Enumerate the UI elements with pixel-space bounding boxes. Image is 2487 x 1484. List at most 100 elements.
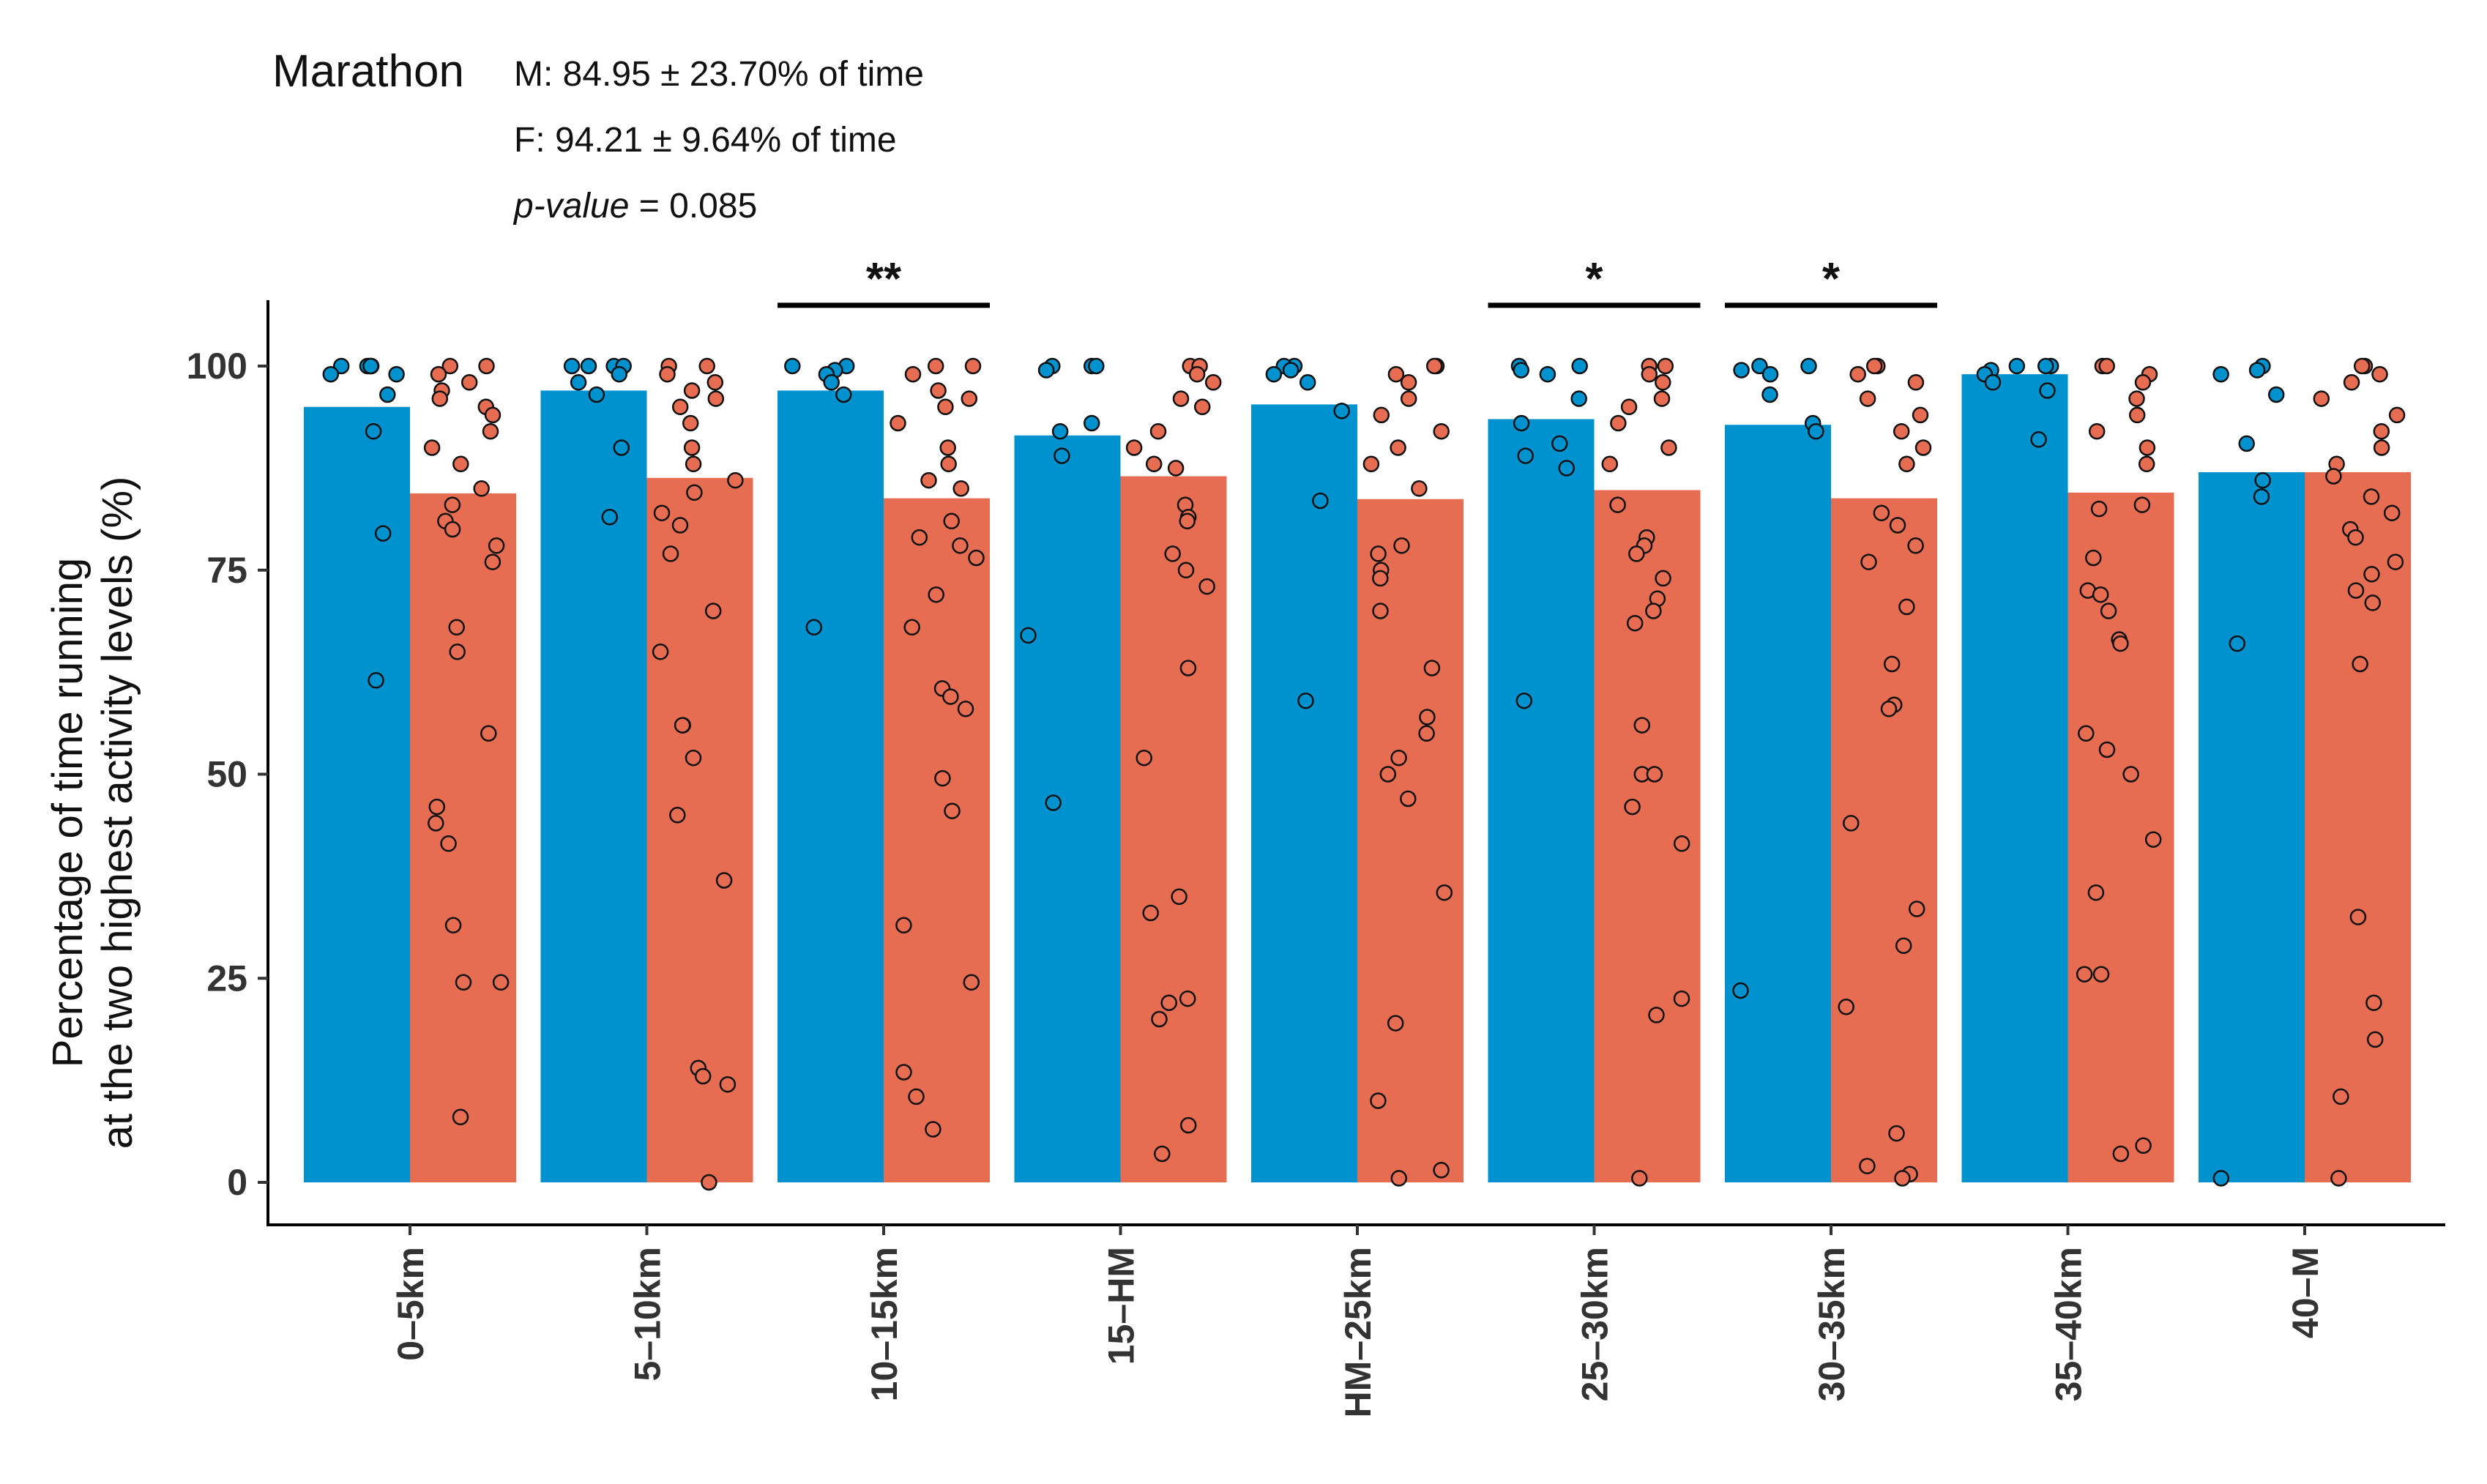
bar-m-5: [1488, 419, 1595, 1182]
point-f-0-0: [441, 357, 459, 375]
point-f-6-21: [1888, 1125, 1905, 1142]
point-f-1-3: [706, 374, 724, 391]
point-m-4-4: [1299, 374, 1316, 391]
point-f-2-18: [942, 688, 959, 705]
point-m-7-5: [1984, 374, 2002, 391]
point-m-0-3: [388, 365, 405, 383]
point-f-0-24: [455, 974, 472, 991]
point-f-7-23: [2092, 966, 2110, 983]
point-f-8-23: [2330, 1170, 2347, 1187]
point-f-1-5: [707, 390, 725, 407]
point-f-4-5: [1373, 406, 1390, 424]
point-f-8-17: [2364, 594, 2382, 611]
point-f-1-8: [683, 439, 701, 456]
x-tick-label-6: 30–35km: [1811, 1247, 1852, 1401]
point-f-1-25: [701, 1174, 717, 1191]
point-m-5-3: [1539, 365, 1556, 383]
point-f-8-9: [2325, 468, 2342, 485]
bar-m-1: [540, 390, 647, 1183]
point-f-7-4: [2128, 390, 2145, 407]
point-m-3-5: [1051, 422, 1069, 440]
point-m-3-7: [1020, 627, 1037, 644]
point-f-4-18: [1390, 749, 1407, 767]
point-f-5-9: [1609, 496, 1626, 513]
y-tick-label-25: 25: [206, 958, 247, 999]
point-m-5-9: [1515, 692, 1533, 709]
point-f-6-14: [1883, 655, 1901, 673]
point-f-4-21: [1436, 884, 1453, 901]
point-f-8-22: [2333, 1088, 2349, 1105]
point-f-0-2: [430, 365, 447, 383]
point-f-3-20: [1179, 990, 1196, 1007]
point-f-8-13: [2347, 529, 2364, 546]
significance-label-1: *: [1585, 254, 1603, 305]
bar-m-4: [1251, 404, 1357, 1182]
point-m-5-4: [1570, 390, 1587, 407]
point-f-3-12: [1179, 512, 1196, 530]
point-f-1-10: [727, 471, 744, 489]
point-f-2-3: [930, 382, 947, 399]
point-f-6-2: [1849, 365, 1866, 383]
point-f-2-1: [964, 357, 982, 375]
point-f-0-17: [448, 619, 465, 636]
point-f-4-7: [1390, 439, 1406, 456]
point-f-2-11: [943, 512, 960, 530]
y-axis-title-line2: at the two highest activity levels (%): [94, 477, 141, 1149]
point-f-7-21: [2087, 884, 2105, 901]
point-m-3-4: [1083, 414, 1100, 432]
point-f-7-8: [2138, 455, 2155, 473]
point-f-5-16: [1626, 614, 1644, 632]
point-f-7-22: [2076, 966, 2093, 983]
point-m-8-8: [2212, 1170, 2230, 1187]
point-f-4-20: [1400, 790, 1417, 808]
point-m-0-7: [379, 386, 396, 403]
point-f-5-1: [1657, 357, 1674, 375]
point-f-2-2: [904, 365, 922, 383]
point-f-3-9: [1167, 460, 1185, 477]
point-f-7-18: [2098, 741, 2116, 758]
x-tick-label-8: 40–M: [2285, 1247, 2326, 1338]
point-f-7-25: [2112, 1145, 2130, 1163]
point-f-7-3: [2134, 374, 2152, 391]
point-m-5-8: [1558, 460, 1576, 477]
point-f-5-17: [1633, 717, 1651, 734]
point-f-5-19: [1646, 766, 1663, 783]
point-m-1-1: [563, 357, 581, 375]
point-m-4-6: [1312, 492, 1329, 510]
point-f-4-10: [1393, 537, 1410, 554]
point-f-5-8: [1601, 455, 1619, 473]
point-f-2-25: [908, 1088, 925, 1105]
bar-m-8: [2199, 471, 2305, 1182]
x-tick-label-1: 5–10km: [627, 1247, 668, 1382]
point-f-5-5: [1620, 398, 1638, 416]
point-m-6-6: [1808, 422, 1824, 440]
point-f-2-8: [940, 455, 957, 473]
point-f-2-16: [903, 619, 920, 636]
bar-f-8: [2305, 471, 2411, 1182]
point-f-3-23: [1179, 1116, 1197, 1134]
point-f-3-18: [1171, 888, 1187, 906]
pvalue-label: p-value: [512, 187, 629, 225]
point-f-0-8: [482, 422, 499, 440]
point-f-4-2: [1387, 365, 1405, 383]
point-f-0-12: [444, 496, 461, 513]
point-m-5-0: [1571, 357, 1588, 375]
point-f-0-11: [473, 480, 490, 497]
point-f-8-10: [2363, 488, 2380, 505]
point-f-4-22: [1387, 1015, 1404, 1032]
point-m-1-2: [580, 357, 597, 375]
point-f-8-16: [2347, 582, 2365, 599]
point-m-5-5: [1513, 414, 1530, 432]
point-f-5-20: [1624, 798, 1641, 816]
point-m-5-2: [1513, 362, 1529, 379]
point-f-1-12: [653, 504, 671, 521]
point-m-6-3: [1761, 365, 1779, 383]
point-f-0-19: [480, 725, 497, 742]
bar-m-7: [1961, 374, 2068, 1182]
point-f-0-21: [428, 815, 444, 832]
point-f-0-5: [431, 390, 449, 407]
point-f-5-15: [1645, 603, 1662, 619]
point-f-6-22: [1859, 1157, 1876, 1174]
point-f-6-16: [1880, 701, 1898, 717]
